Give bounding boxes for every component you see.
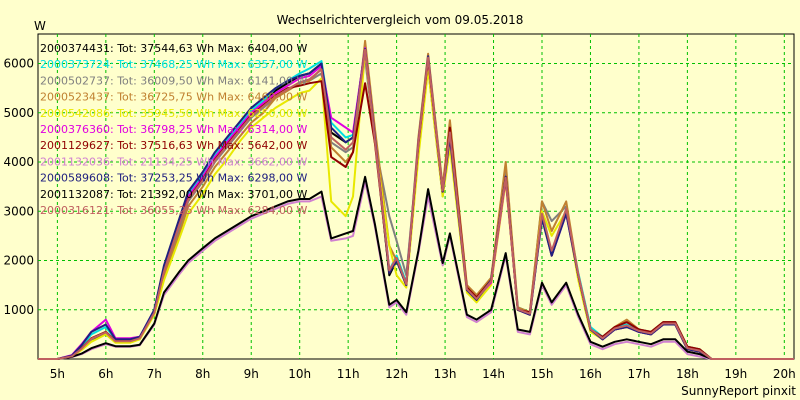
y-tick-label: 1000 [3,303,34,317]
x-tick-label: 10h [288,367,311,381]
x-tick-label: 13h [434,367,457,381]
x-tick-label: 12h [385,367,408,381]
series-lines [38,39,794,360]
x-tick-label: 7h [147,367,162,381]
y-tick-label: 5000 [3,106,34,120]
x-tick-label: 19h [724,367,747,381]
x-tick-label: 15h [531,367,554,381]
legend-entry: 2000589608: Tot: 37253,25 Wh Max: 6298,0… [40,172,308,185]
series-line [38,48,794,360]
x-tick-label: 6h [98,367,113,381]
y-tick-label: 4000 [3,155,34,169]
plot-area [37,33,795,360]
legend-entry: 2000542086: Tot: 35945,50 Wh Max: 6250,0… [40,107,308,120]
legend-entry: 2000523437: Tot: 36725,75 Wh Max: 6460,0… [40,91,308,104]
x-tick-label: 16h [579,367,602,381]
legend-entry: 2000374431: Tot: 37544,63 Wh Max: 6404,0… [40,42,308,55]
y-tick-label: 2000 [3,254,34,268]
x-tick-label: 11h [337,367,360,381]
chart-title: Wechselrichtervergleich vom 09.05.2018 [277,13,524,27]
footer-credit: SunnyReport pinxit [681,384,796,398]
x-tick-label: 20h [773,367,796,381]
legend-entry: 2001132036: Tot: 21134,25 Wh Max: 3662,0… [40,155,308,168]
x-tick-label: 14h [482,367,505,381]
y-tick-label: 3000 [3,204,34,218]
y-tick-label: 6000 [3,57,34,71]
y-axis-label: W [34,19,46,33]
legend-entry: 2001132087: Tot: 21392,00 Wh Max: 3701,0… [40,188,308,201]
x-tick-label: 5h [50,367,65,381]
x-tick-label: 9h [244,367,259,381]
legend: 2000374431: Tot: 37544,63 Wh Max: 6404,0… [40,42,308,217]
axis-ticks: 5h 6h 7h 8h 9h 10h 11h 12h 13h 14h 15h 16h 17h 18h 19h… [3,57,795,381]
x-tick-label: 8h [195,367,210,381]
legend-entry: 2001129627: Tot: 37516,63 Wh Max: 5642,0… [40,139,308,152]
series-line [38,175,794,360]
x-tick-label: 17h [627,367,650,381]
x-tick-label: 18h [676,367,699,381]
legend-entry: 2000502737: Tot: 36009,50 Wh Max: 6141,0… [40,74,308,87]
legend-entry: 2000316121: Tot: 36055,25 Wh Max: 6284,0… [40,204,308,217]
legend-entry: 2000376360: Tot: 36798,25 Wh Max: 6314,0… [40,123,308,136]
legend-entry: 2000373724: Tot: 37468,25 Wh Max: 6357,0… [40,58,308,71]
